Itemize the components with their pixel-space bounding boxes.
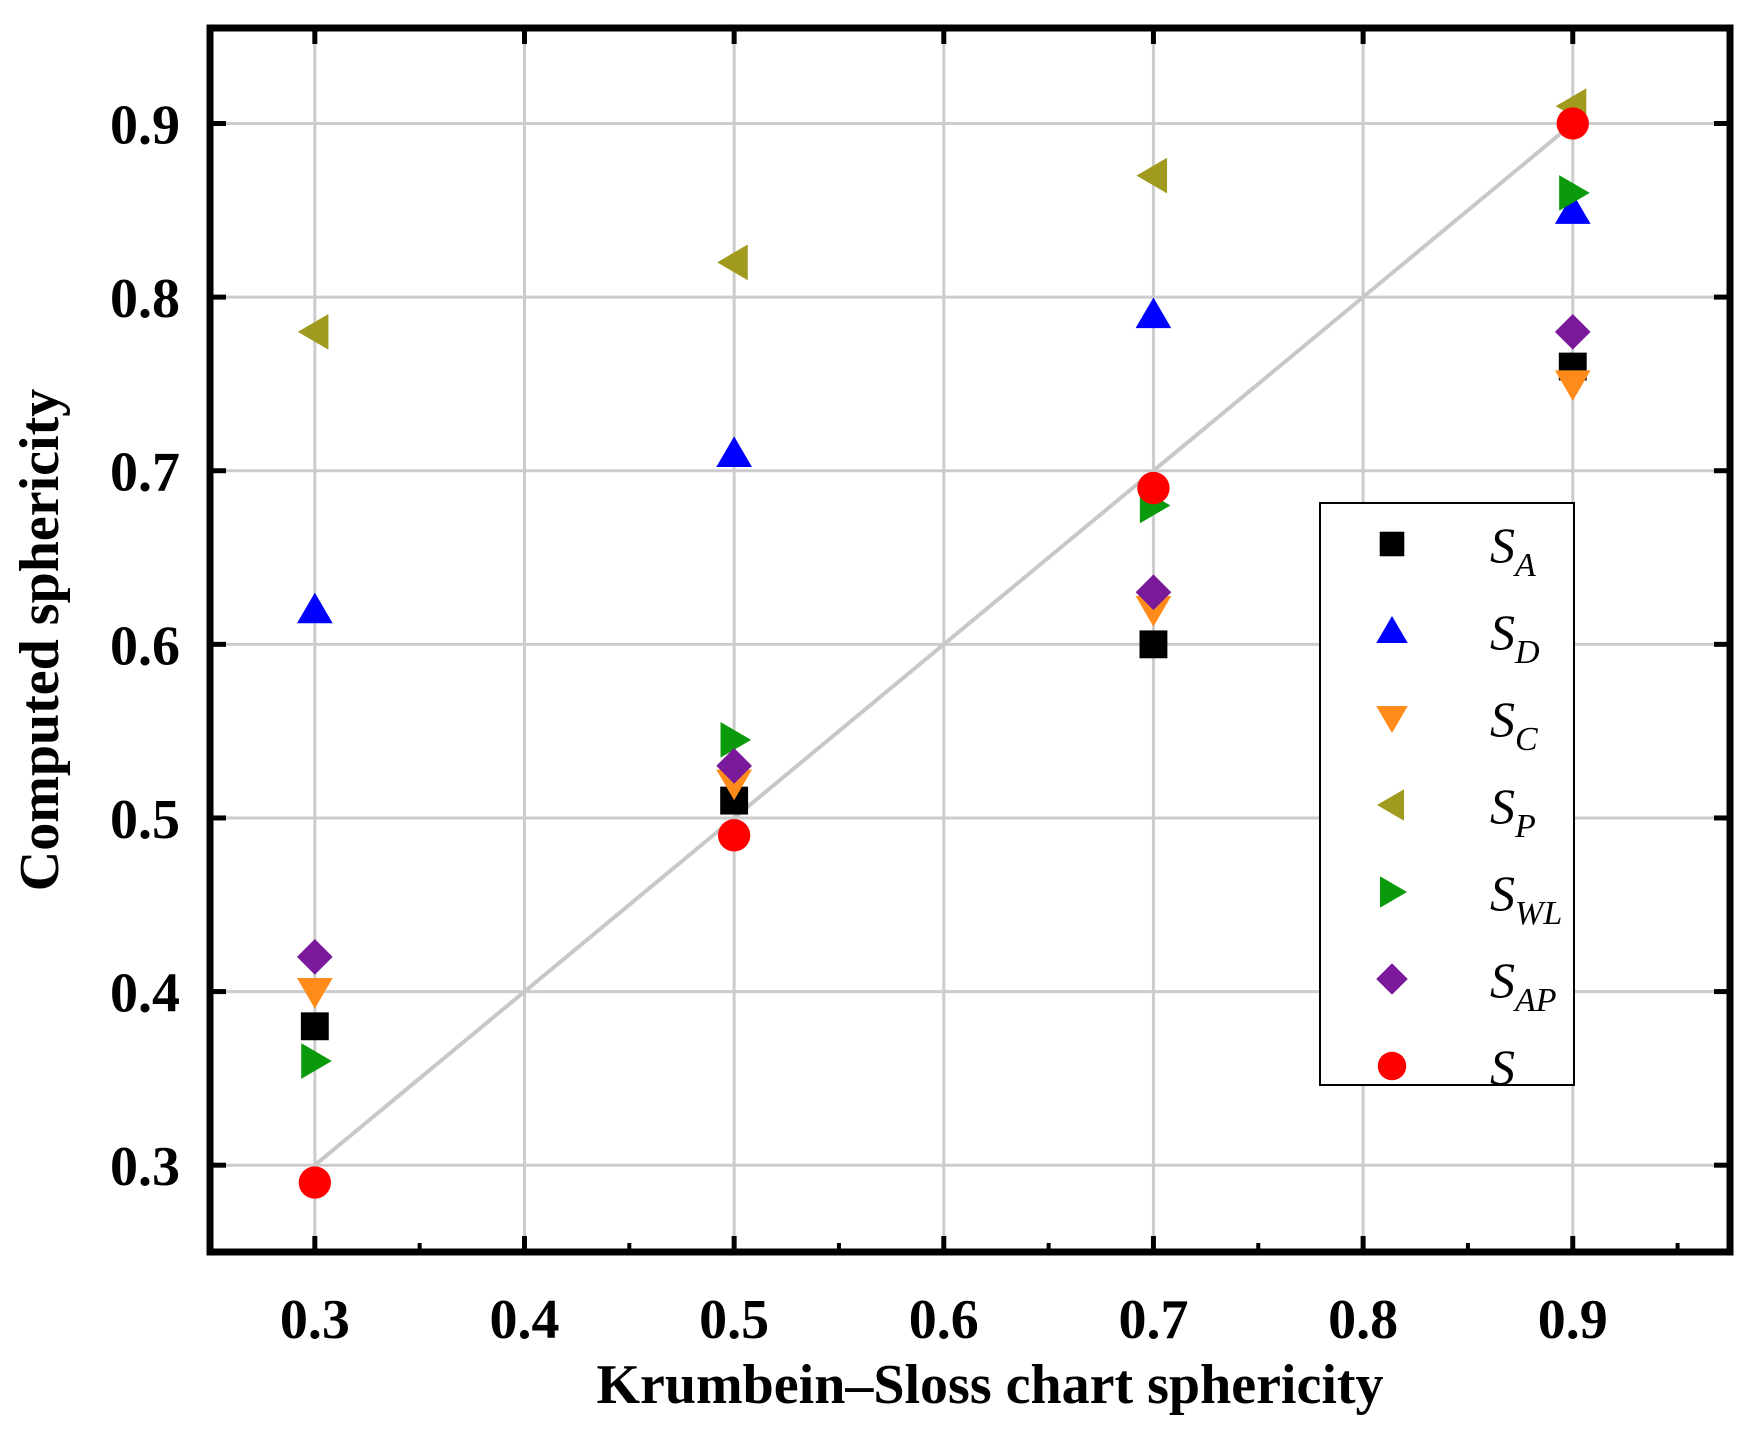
legend-marker-sp: [1377, 789, 1404, 821]
legend-box: [1319, 502, 1575, 1086]
legend-marker-sap: [1376, 963, 1408, 995]
legend-marker-swl: [1380, 876, 1407, 908]
point-sap: [296, 939, 333, 975]
x-tick-label: 0.7: [1118, 1289, 1188, 1351]
y-tick-label: 0.6: [110, 615, 180, 677]
point-swl: [720, 721, 752, 758]
y-axis-title: Computed sphericity: [9, 389, 71, 891]
point-sc: [296, 977, 333, 1009]
legend-label-sp: SP: [1490, 778, 1536, 845]
point-sp: [717, 244, 748, 281]
y-tick-label: 0.8: [110, 268, 180, 330]
point-sd: [1554, 193, 1591, 224]
axis-ticks: [210, 28, 1730, 1252]
x-tick-label: 0.3: [280, 1289, 350, 1351]
y-tick-labels: 0.3 0.4 0.5 0.6 0.7 0.8 0.9: [110, 94, 180, 1198]
point-sap: [1554, 313, 1591, 350]
plot-frame: [206, 24, 1734, 1256]
point-sc: [1135, 596, 1172, 627]
y-tick-label: 0.7: [110, 442, 180, 504]
legend-label-s: S: [1490, 1039, 1515, 1095]
legend-marker-sd: [1376, 616, 1408, 643]
x-tick-label: 0.4: [489, 1289, 559, 1351]
point-sa: [300, 1012, 329, 1041]
y-tick-label: 0.4: [110, 963, 180, 1025]
x-tick-label: 0.6: [909, 1289, 979, 1351]
legend-marker-s: [1377, 1051, 1407, 1081]
y-tick-label: 0.3: [110, 1136, 180, 1198]
point-sp: [1136, 157, 1168, 194]
x-tick-label: 0.5: [699, 1289, 769, 1351]
legend-marker-sa: [1379, 531, 1405, 557]
x-tick-label: 0.8: [1328, 1289, 1398, 1351]
x-tick-label: 0.9: [1538, 1289, 1608, 1351]
y-tick-label: 0.5: [110, 789, 180, 851]
point-sap: [1135, 574, 1172, 611]
point-s: [1556, 107, 1589, 140]
point-swl: [301, 1043, 332, 1079]
point-sd: [716, 436, 752, 467]
legend-marker-sc: [1376, 706, 1408, 733]
data-points: [296, 88, 1591, 1199]
x-axis-title: Krumbein–Sloss chart sphericity: [596, 1354, 1383, 1416]
point-sap: [716, 748, 752, 784]
point-s: [1137, 471, 1170, 505]
x-tick-labels: 0.3 0.4 0.5 0.6 0.7 0.8 0.9: [280, 1289, 1608, 1351]
point-sd: [296, 592, 333, 624]
point-s: [298, 1166, 331, 1199]
reference-line: [313, 121, 1575, 1167]
point-sd: [1135, 297, 1172, 329]
y-tick-label: 0.9: [110, 94, 180, 156]
point-swl: [1559, 175, 1590, 211]
point-sa: [1139, 630, 1168, 659]
point-s: [717, 819, 751, 852]
point-sc: [716, 769, 752, 801]
point-sp: [297, 313, 329, 350]
legend-label-sap: SAP: [1490, 952, 1557, 1019]
point-sc: [1554, 370, 1591, 401]
reference-line-group: [313, 121, 1575, 1167]
